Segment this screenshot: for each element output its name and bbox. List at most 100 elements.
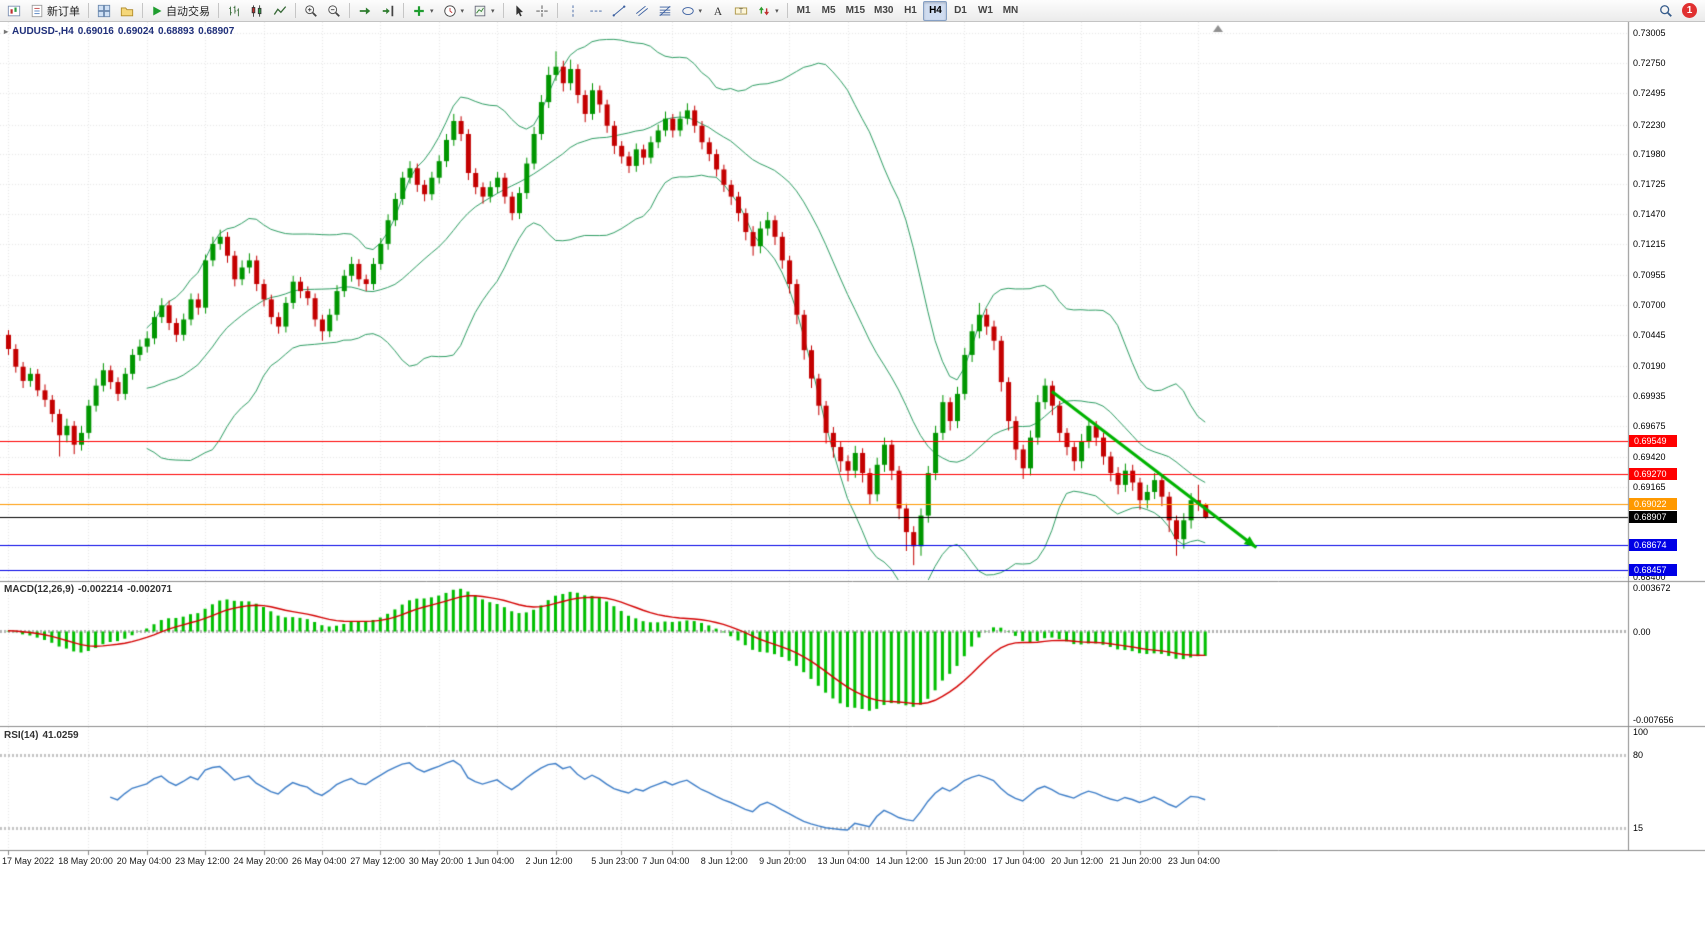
shapes-button[interactable]: ▾ [677,1,707,21]
autotrading-label: 自动交易 [166,5,210,18]
text-label-button[interactable]: T [730,1,752,21]
price-axis-tick: 0.71980 [1633,149,1666,160]
line-chart-button[interactable] [269,1,291,21]
macd-axis-tick: -0.007656 [1633,715,1674,725]
templates-button[interactable]: ▾ [469,1,499,21]
time-axis-label: 13 Jun 04:00 [817,856,870,866]
toolbar-separator [349,3,350,18]
crosshair-button[interactable] [531,1,553,21]
time-axis-label: 23 May 12:00 [175,856,230,866]
rsi-name: RSI(14) [4,730,39,741]
macd-axis-tick: 0.003672 [1633,583,1671,593]
trendline-button[interactable] [608,1,630,21]
periods-button[interactable]: ▾ [439,1,469,21]
time-axis-label: 20 May 04:00 [116,856,172,866]
toolbar-separator [142,3,143,18]
channel-button[interactable] [631,1,653,21]
time-axis-label: 24 May 20:00 [233,856,289,866]
search-button[interactable] [1655,1,1677,21]
timeframe-button-mn[interactable]: MN [998,1,1022,21]
cursor-button[interactable] [508,1,530,21]
dropdown-caret-icon: ▾ [460,7,465,15]
autoscroll-button[interactable] [354,1,376,21]
current-price-badge: 0.68907 [1629,511,1677,524]
rsi-value: 41.0259 [42,730,79,741]
high-value: 0.69024 [117,26,154,37]
autotrading-icon [153,6,162,15]
timeframe-button-d1[interactable]: D1 [948,1,972,21]
notification-badge[interactable]: 1 [1682,3,1697,18]
price-axis-tick: 0.72750 [1633,58,1666,69]
symbol-timeframe-label: AUDUSD-,H4 [12,26,74,37]
time-axis-label: 17 May 2022 [2,856,55,866]
bar-chart-icon [229,5,239,16]
profiles-button[interactable] [116,1,138,21]
profiles-icon [120,7,134,16]
one-click-trading-toggle[interactable]: ▸ [4,27,9,36]
dropdown-caret-icon: ▾ [775,7,779,15]
charts-grid-button[interactable] [93,1,115,21]
timeframe-button-m1[interactable]: M1 [792,1,816,21]
timeframe-button-h4[interactable]: H4 [923,0,948,21]
fibonacci-button[interactable] [654,1,676,21]
price-axis-tick: 0.70190 [1633,360,1666,371]
timeframe-button-w1[interactable]: W1 [973,1,997,21]
price-line-badge: 0.68457 [1629,564,1677,577]
price-axis-tick: 0.68400 [1633,572,1666,582]
macd-indicator-label: MACD(12,26,9) -0.002214 -0.002071 [4,584,176,595]
time-axis-label: 7 Jun 04:00 [642,856,690,866]
chart-shift-button[interactable] [377,1,399,21]
arrows-button[interactable]: ▾ [753,1,783,21]
rsi-indicator-label: RSI(14) 41.0259 [4,730,83,741]
timeframe-button-m30[interactable]: M30 [870,1,897,21]
line-chart-icon [273,5,287,15]
timeframe-toolbar: M1 M5 M15 M30 H1 H4 D1 W1 MN [792,0,1023,21]
vertical-line-button[interactable] [562,1,584,21]
low-value: 0.68893 [158,26,195,37]
chart-ohlc-label: ▸ AUDUSD-,H4 0.69016 0.69024 0.68893 0.68907 [4,26,238,37]
chart-area[interactable]: ▸ AUDUSD-,H4 0.69016 0.69024 0.68893 0.68907 … [0,22,1705,947]
search-icon [1660,4,1672,17]
time-axis-label: 15 Jun 20:00 [934,856,987,866]
text-button[interactable]: A [707,1,729,21]
timeframe-button-m5[interactable]: M5 [817,1,841,21]
toolbar-separator [786,3,788,18]
horizontal-line-icon [589,10,602,11]
indicators-button[interactable]: ▾ [408,1,438,21]
macd-axis-tick: 0.00 [1633,626,1651,637]
toolbar-separator [502,3,504,18]
toolbar-right-group: 1 [1655,1,1702,21]
time-axis-label: 8 Jun 12:00 [700,856,748,866]
price-axis-tick: 0.70445 [1633,330,1666,341]
zoom-out-button[interactable] [323,1,345,21]
price-axis-tick: 0.69935 [1633,390,1666,401]
shapes-icon [681,6,694,15]
time-axis-label: 5 Jun 23:00 [591,856,639,866]
zoom-in-button[interactable] [300,1,322,21]
horizontal-line-button[interactable] [585,1,607,21]
arrows-icon [758,6,770,15]
time-axis-label: 9 Jun 20:00 [759,856,807,866]
chart-shift-icon [382,5,394,16]
close-value: 0.68907 [198,26,235,37]
crosshair-icon [535,4,548,17]
chart-window-button[interactable] [3,1,25,21]
timeframe-button-m15[interactable]: M15 [842,1,869,21]
svg-text:A: A [714,5,723,17]
price-axis-tick: 0.69675 [1633,421,1666,432]
time-axis-label: 14 Jun 12:00 [875,856,928,866]
new-order-label: 新订单 [47,5,80,18]
bar-chart-button[interactable] [223,1,245,21]
chart-canvas[interactable] [0,22,1705,947]
price-line-badge: 0.69549 [1629,435,1677,448]
candlestick-chart-button[interactable] [246,1,268,21]
price-axis-tick: 0.71215 [1633,239,1666,250]
dropdown-caret-icon: ▾ [491,7,495,15]
svg-text:T: T [739,8,743,15]
text-icon: A [714,5,723,17]
autotrading-button[interactable]: 自动交易 [147,1,214,21]
new-order-button[interactable]: 新订单 [26,1,84,21]
open-value: 0.69016 [77,26,114,37]
time-axis-label: 17 Jun 04:00 [992,856,1045,866]
timeframe-button-h1[interactable]: H1 [898,1,922,21]
